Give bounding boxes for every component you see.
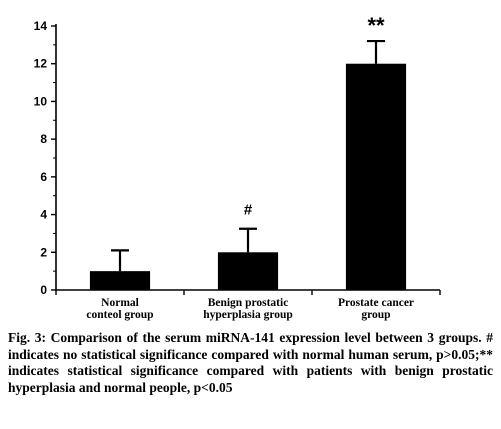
y-tick-label: 0 <box>40 283 47 297</box>
y-tick-label: 14 <box>34 19 48 33</box>
figure-caption: Fig. 3: Comparison of the serum miRNA-14… <box>8 330 493 395</box>
y-tick-label: 6 <box>40 170 47 184</box>
significance-mark: # <box>244 202 253 219</box>
error-bars <box>111 39 385 272</box>
y-tick-label: 2 <box>40 245 47 259</box>
y-tick-label: 8 <box>40 132 47 146</box>
x-category-label: Prostate cancer <box>338 297 414 309</box>
x-axis <box>55 289 441 295</box>
bar <box>345 63 407 290</box>
significance-marks: # ** <box>244 13 385 219</box>
bar <box>217 252 279 290</box>
y-axis: 0 2 4 6 8 10 12 14 <box>34 19 57 297</box>
bars <box>89 63 407 290</box>
x-category-label: Normal <box>101 297 139 309</box>
significance-mark: ** <box>367 13 385 38</box>
y-tick-label: 10 <box>34 94 48 108</box>
x-category-label: hyperplasia group <box>203 309 293 321</box>
x-category-label: Benign prostatic <box>208 297 289 309</box>
y-tick-label: 12 <box>34 57 48 71</box>
bar <box>89 271 151 290</box>
y-tick-label: 4 <box>40 208 47 222</box>
x-category-label: group <box>361 309 390 321</box>
x-category-label: conteol group <box>86 309 153 321</box>
